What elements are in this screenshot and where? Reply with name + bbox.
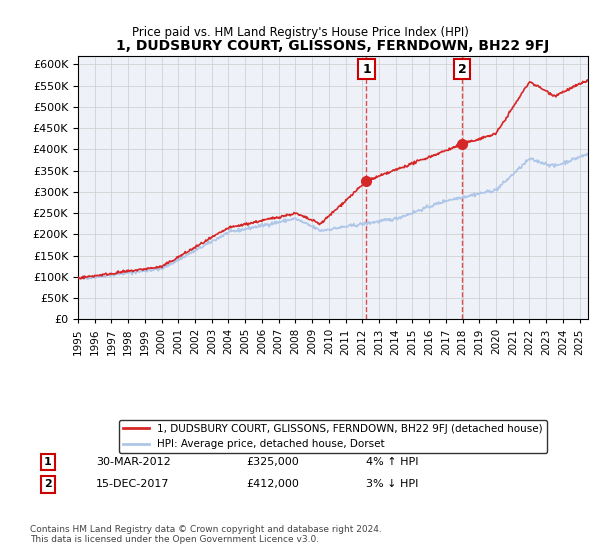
Text: 4% ↑ HPI: 4% ↑ HPI (366, 457, 419, 467)
Text: Contains HM Land Registry data © Crown copyright and database right 2024.
This d: Contains HM Land Registry data © Crown c… (30, 525, 382, 544)
Text: 1: 1 (44, 457, 52, 467)
Title: 1, DUDSBURY COURT, GLISSONS, FERNDOWN, BH22 9FJ: 1, DUDSBURY COURT, GLISSONS, FERNDOWN, B… (116, 39, 550, 53)
Text: £412,000: £412,000 (246, 479, 299, 489)
Text: Price paid vs. HM Land Registry's House Price Index (HPI): Price paid vs. HM Land Registry's House … (131, 26, 469, 39)
Text: 2: 2 (44, 479, 52, 489)
Text: £325,000: £325,000 (246, 457, 299, 467)
Text: 30-MAR-2012: 30-MAR-2012 (96, 457, 171, 467)
Text: 2: 2 (458, 63, 466, 76)
Text: 15-DEC-2017: 15-DEC-2017 (96, 479, 170, 489)
Text: 1: 1 (362, 63, 371, 76)
Text: 3% ↓ HPI: 3% ↓ HPI (366, 479, 418, 489)
Legend: 1, DUDSBURY COURT, GLISSONS, FERNDOWN, BH22 9FJ (detached house), HPI: Average p: 1, DUDSBURY COURT, GLISSONS, FERNDOWN, B… (119, 420, 547, 454)
